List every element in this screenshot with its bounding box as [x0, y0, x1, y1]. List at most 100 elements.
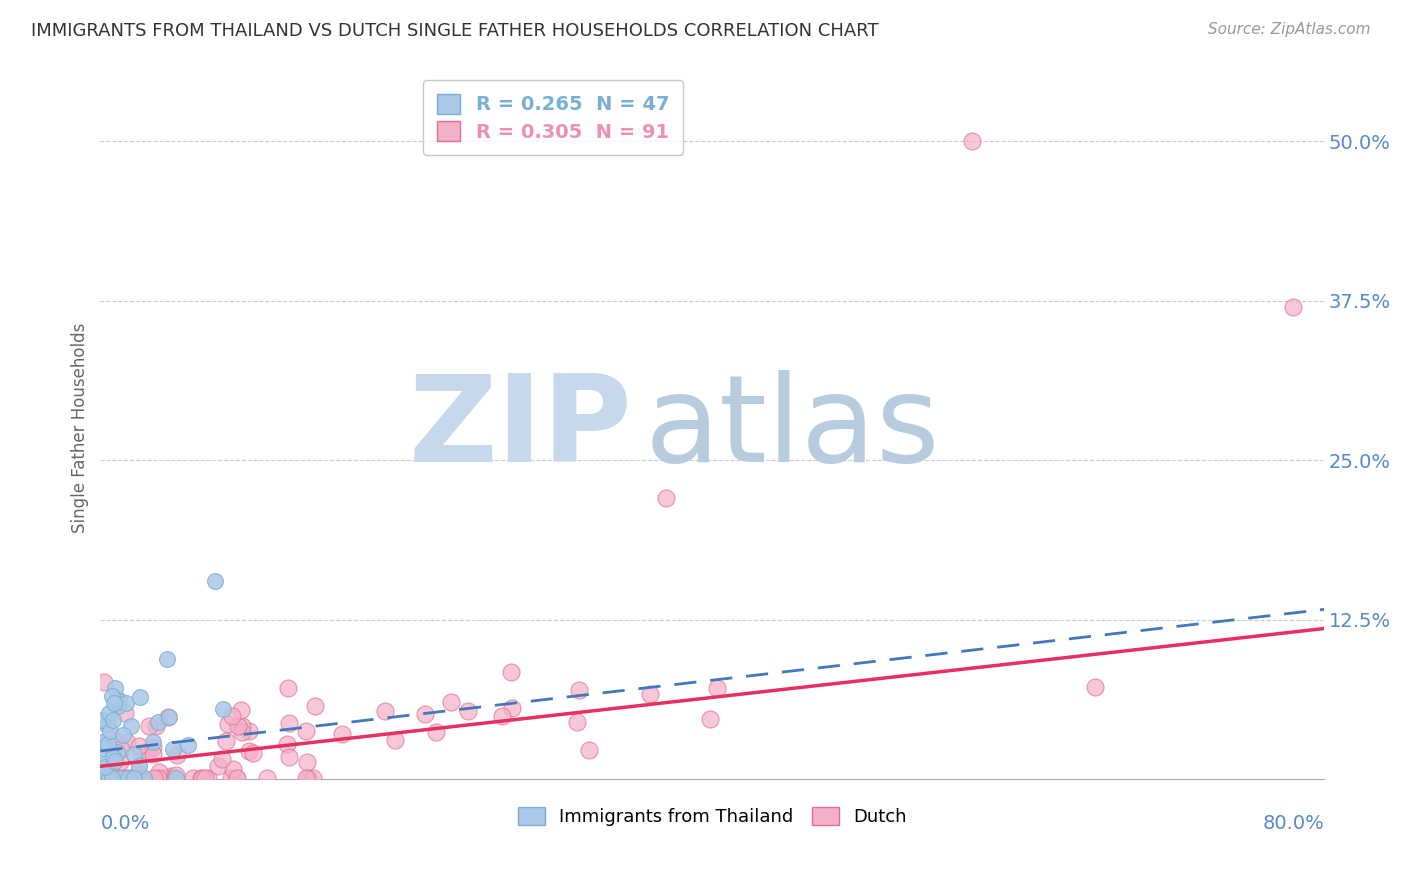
Point — [207, 758, 229, 772]
Point — [211, 702, 233, 716]
Point — [278, 750, 301, 764]
Point — [110, 755, 132, 769]
Point — [138, 719, 160, 733]
Point — [413, 706, 436, 721]
Point — [120, 719, 142, 733]
Point — [107, 698, 129, 713]
Point — [231, 719, 253, 733]
Point — [222, 763, 245, 777]
Point — [440, 695, 463, 709]
Point — [111, 771, 134, 785]
Point — [221, 709, 243, 723]
Point — [238, 743, 260, 757]
Point — [1282, 300, 1305, 314]
Point — [114, 706, 136, 721]
Point — [226, 718, 249, 732]
Point — [242, 746, 264, 760]
Point — [101, 689, 124, 703]
Point — [122, 747, 145, 761]
Point — [90, 771, 112, 785]
Point — [94, 760, 117, 774]
Point — [98, 771, 121, 785]
Point — [568, 683, 591, 698]
Point — [136, 744, 159, 758]
Point — [297, 771, 319, 785]
Point — [278, 716, 301, 731]
Point — [330, 727, 353, 741]
Point — [93, 771, 115, 785]
Point — [166, 747, 188, 762]
Point — [111, 771, 134, 785]
Point — [115, 696, 138, 710]
Point — [219, 771, 242, 785]
Point — [160, 769, 183, 783]
Text: ZIP: ZIP — [409, 370, 633, 487]
Point — [128, 739, 150, 753]
Point — [105, 734, 128, 748]
Point — [142, 735, 165, 749]
Point — [96, 718, 118, 732]
Point — [225, 771, 247, 785]
Legend: Immigrants from Thailand, Dutch: Immigrants from Thailand, Dutch — [510, 799, 914, 833]
Point — [111, 728, 134, 742]
Point — [638, 687, 661, 701]
Point — [425, 725, 447, 739]
Point — [105, 771, 128, 785]
Point — [699, 712, 721, 726]
Point — [231, 725, 253, 739]
Point — [107, 692, 129, 706]
Point — [191, 771, 214, 785]
Point — [160, 771, 183, 785]
Point — [256, 771, 278, 785]
Point — [128, 759, 150, 773]
Point — [304, 698, 326, 713]
Point — [204, 574, 226, 589]
Text: atlas: atlas — [645, 370, 941, 487]
Point — [117, 735, 139, 749]
Point — [165, 771, 187, 785]
Point — [211, 752, 233, 766]
Point — [101, 713, 124, 727]
Point — [146, 714, 169, 729]
Point — [115, 771, 138, 785]
Point — [108, 771, 131, 785]
Text: Source: ZipAtlas.com: Source: ZipAtlas.com — [1208, 22, 1371, 37]
Point — [149, 771, 172, 785]
Point — [90, 713, 112, 727]
Point — [104, 754, 127, 768]
Point — [165, 768, 187, 782]
Point — [194, 771, 217, 785]
Point — [229, 703, 252, 717]
Point — [217, 716, 239, 731]
Point — [134, 771, 156, 785]
Point — [384, 733, 406, 747]
Point — [148, 771, 170, 785]
Point — [297, 756, 319, 770]
Point — [90, 735, 112, 749]
Point — [177, 738, 200, 752]
Point — [499, 665, 522, 679]
Point — [457, 704, 479, 718]
Point — [501, 701, 523, 715]
Point — [294, 771, 316, 785]
Point — [97, 771, 120, 785]
Point — [91, 771, 114, 785]
Point — [148, 765, 170, 780]
Point — [157, 710, 180, 724]
Point — [155, 651, 177, 665]
Point — [165, 771, 187, 785]
Point — [162, 742, 184, 756]
Point — [655, 491, 678, 506]
Point — [214, 734, 236, 748]
Point — [104, 771, 127, 785]
Point — [97, 706, 120, 720]
Text: 80.0%: 80.0% — [1263, 814, 1324, 833]
Point — [238, 723, 260, 738]
Point — [190, 771, 212, 785]
Point — [129, 690, 152, 704]
Point — [98, 771, 121, 785]
Point — [155, 771, 177, 785]
Y-axis label: Single Father Households: Single Father Households — [72, 323, 89, 533]
Point — [90, 771, 112, 785]
Point — [129, 746, 152, 760]
